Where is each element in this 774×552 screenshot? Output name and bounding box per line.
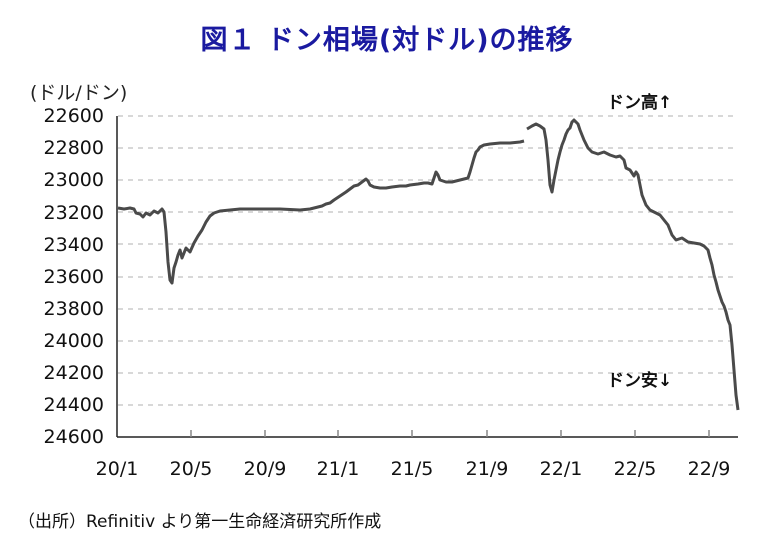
chart-title: 図１ ドン相場(対ドル)の推移 — [200, 25, 574, 56]
y-tick-label: 24400 — [43, 394, 104, 416]
y-tick-label: 24000 — [43, 330, 104, 352]
annotation-dong-appreciation: ドン高↑ — [607, 93, 673, 113]
x-tick-label: 21/1 — [316, 458, 360, 480]
y-tick-label: 23600 — [43, 266, 104, 288]
axes — [116, 116, 738, 438]
x-tick-label: 21/9 — [465, 458, 509, 480]
y-tick-label: 22600 — [43, 105, 104, 127]
x-tick-label: 21/5 — [390, 458, 434, 480]
y-tick-label: 23400 — [43, 234, 104, 256]
y-tick-label: 23200 — [43, 202, 104, 224]
y-tick-label: 24200 — [43, 362, 104, 384]
x-tick-label: 22/1 — [539, 458, 583, 480]
x-tick-label: 22/5 — [613, 458, 657, 480]
gridlines — [118, 115, 738, 406]
annotation-dong-depreciation: ドン安↓ — [607, 371, 673, 391]
x-tick-label: 20/9 — [243, 458, 287, 480]
y-tick-label: 23000 — [43, 169, 104, 191]
y-tick-label: 24600 — [43, 426, 104, 448]
data-line-usd-vnd — [117, 118, 740, 411]
x-tick-label: 20/5 — [169, 458, 213, 480]
source-note: （出所）Refinitiv より第一生命経済研究所作成 — [18, 512, 382, 532]
y-tick-label: 23800 — [43, 298, 104, 320]
y-axis-unit-label: (ドル/ドン) — [30, 82, 128, 104]
x-tick-label: 22/9 — [687, 458, 731, 480]
y-tick-label: 22800 — [43, 137, 104, 159]
x-tick-label: 20/1 — [95, 458, 139, 480]
